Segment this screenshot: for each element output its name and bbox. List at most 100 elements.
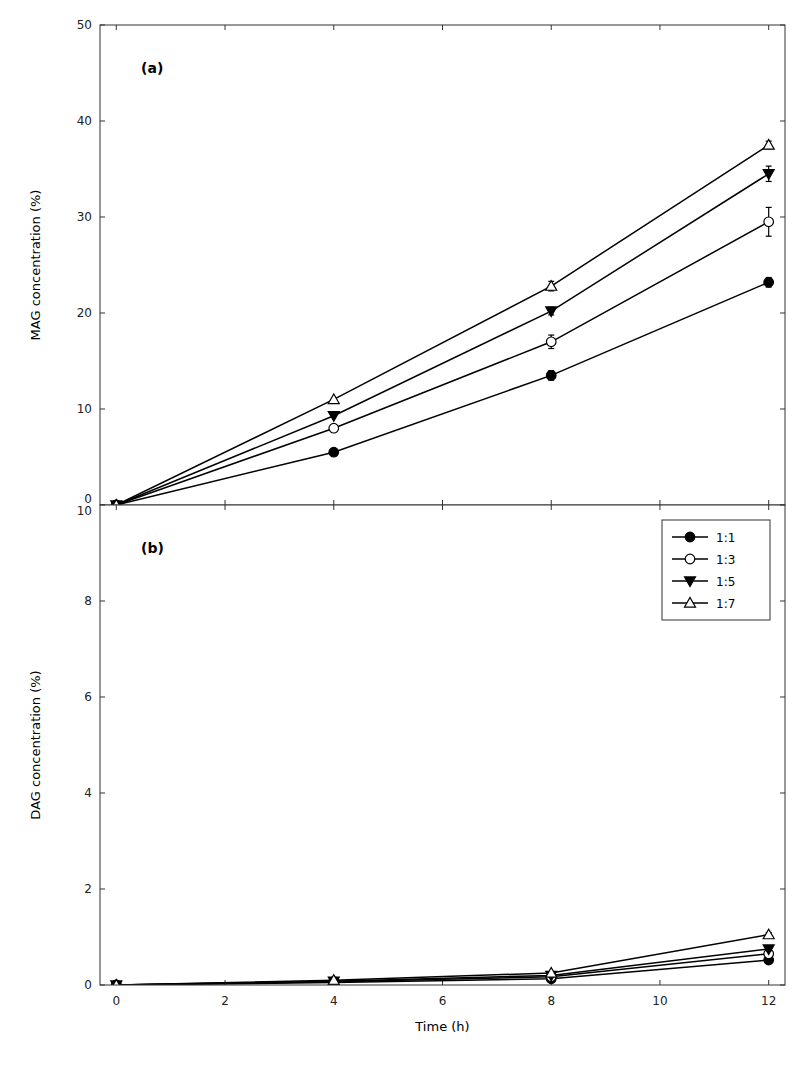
panel: 0246810120246810(b)DAG concentration (%)… xyxy=(28,504,785,1034)
y-axis-label: DAG concentration (%) xyxy=(28,670,43,819)
x-tick xyxy=(116,25,117,30)
legend-entry: 1:7 xyxy=(672,597,735,611)
x-axis-label: Time (h) xyxy=(414,1019,469,1034)
legend-marker xyxy=(685,598,696,608)
x-tick-label: 6 xyxy=(439,994,447,1008)
data-point xyxy=(763,929,774,939)
panel-label: (b) xyxy=(141,540,164,556)
legend: 1:11:31:51:7 xyxy=(662,520,770,620)
legend-entry: 1:1 xyxy=(672,531,735,545)
legend-marker xyxy=(685,577,696,587)
x-tick xyxy=(442,505,443,510)
error-cap xyxy=(548,348,554,349)
series-line xyxy=(116,282,768,505)
series xyxy=(112,949,774,985)
error-cap xyxy=(766,181,772,182)
plot-frame xyxy=(100,25,785,505)
y-tick xyxy=(780,217,785,218)
legend-label: 1:5 xyxy=(716,575,735,589)
legend-box xyxy=(662,520,770,620)
y-tick xyxy=(100,217,105,218)
data-point xyxy=(546,307,557,317)
data-point xyxy=(546,371,556,381)
legend-entry: 1:5 xyxy=(672,575,735,589)
data-point xyxy=(328,975,339,985)
legend-label: 1:1 xyxy=(716,531,735,545)
y-tick xyxy=(100,793,105,794)
error-cap xyxy=(766,207,772,208)
x-tick xyxy=(768,25,769,30)
series-line xyxy=(116,935,768,985)
data-point xyxy=(112,980,122,985)
y-axis-label: MAG concentration (%) xyxy=(28,190,43,341)
series xyxy=(112,207,774,505)
x-tick xyxy=(551,500,552,505)
data-point xyxy=(546,337,556,347)
x-tick xyxy=(116,505,117,510)
x-tick xyxy=(225,25,226,30)
x-tick xyxy=(659,25,660,30)
series xyxy=(112,955,774,985)
y-tick-label: 40 xyxy=(77,114,92,128)
plot-frame xyxy=(100,505,785,985)
legend-marker xyxy=(685,532,695,542)
series-line xyxy=(116,174,768,505)
data-point xyxy=(329,423,339,433)
legend-marker xyxy=(685,554,695,564)
data-point xyxy=(764,277,774,287)
x-tick xyxy=(768,505,769,510)
x-tick-label: 10 xyxy=(652,994,667,1008)
y-tick xyxy=(780,121,785,122)
data-point xyxy=(111,500,122,506)
x-tick xyxy=(551,505,552,510)
x-tick xyxy=(659,980,660,985)
error-cap xyxy=(766,166,772,167)
data-point xyxy=(328,394,339,404)
plot-background xyxy=(100,505,785,985)
y-tick-label: 2 xyxy=(84,882,92,896)
x-tick-label: 8 xyxy=(547,994,555,1008)
series-line xyxy=(116,954,768,985)
series-line xyxy=(116,145,768,505)
plot-background xyxy=(100,25,785,505)
data-point xyxy=(546,968,557,978)
x-tick-label: 0 xyxy=(112,994,120,1008)
series-line xyxy=(116,949,768,985)
y-tick xyxy=(100,601,105,602)
data-point xyxy=(111,980,122,986)
x-tick xyxy=(659,500,660,505)
y-tick-label: 50 xyxy=(77,18,92,32)
x-tick-label: 2 xyxy=(221,994,229,1008)
x-tick xyxy=(768,980,769,985)
y-tick-label: 30 xyxy=(77,210,92,224)
error-cap xyxy=(548,334,554,335)
x-tick-label: 4 xyxy=(330,994,338,1008)
data-point xyxy=(328,412,339,422)
x-tick xyxy=(333,500,334,505)
data-point xyxy=(763,140,774,150)
y-tick xyxy=(100,313,105,314)
x-tick xyxy=(442,25,443,30)
data-area xyxy=(111,929,774,985)
panel-label: (a) xyxy=(141,60,163,76)
panel: 01020304050(a)MAG concentration (%) xyxy=(28,18,785,511)
series xyxy=(111,140,774,506)
y-tick xyxy=(100,409,105,410)
y-tick xyxy=(100,697,105,698)
y-tick xyxy=(100,121,105,122)
y-tick-label: 6 xyxy=(84,690,92,704)
y-tick xyxy=(780,409,785,410)
x-tick xyxy=(442,500,443,505)
y-tick xyxy=(780,793,785,794)
y-tick-label: 4 xyxy=(84,786,92,800)
x-tick xyxy=(225,500,226,505)
y-tick-label: 20 xyxy=(77,306,92,320)
error-cap xyxy=(766,236,772,237)
data-point xyxy=(112,980,122,985)
data-point xyxy=(763,945,774,955)
y-tick-label: 10 xyxy=(77,402,92,416)
x-tick xyxy=(551,25,552,30)
x-tick xyxy=(659,505,660,510)
data-point xyxy=(764,217,774,227)
y-tick xyxy=(780,313,785,314)
